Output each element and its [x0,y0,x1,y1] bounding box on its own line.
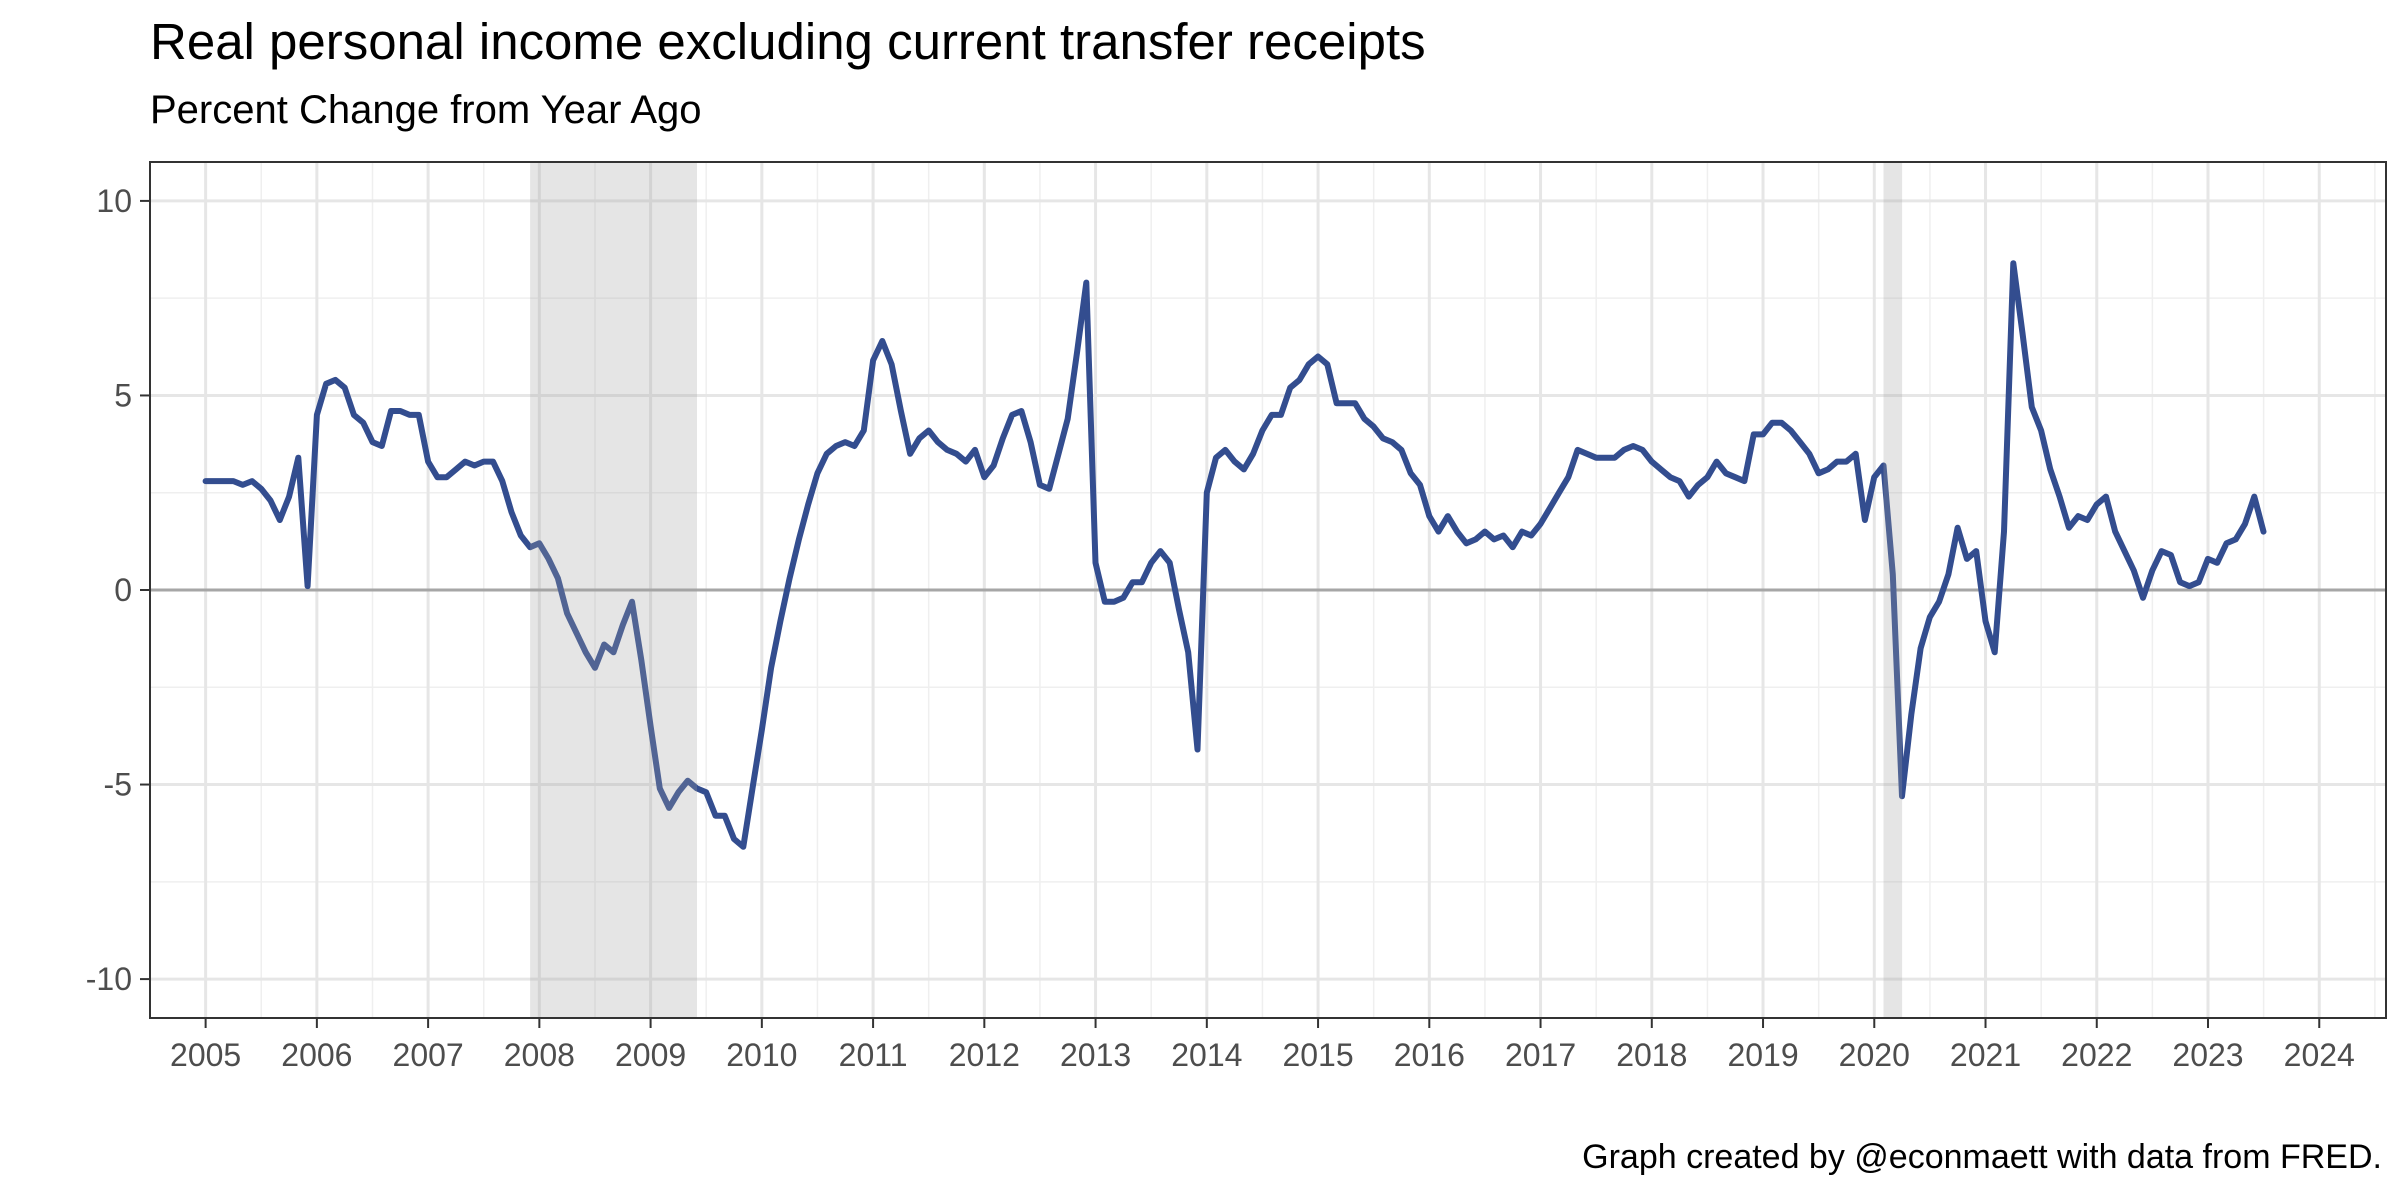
y-tick-label: 5 [114,377,132,413]
x-tick-label: 2008 [504,1037,575,1073]
y-tick-label: -5 [104,767,132,803]
x-tick-label: 2007 [393,1037,464,1073]
x-tick-label: 2018 [1616,1037,1687,1073]
x-tick-label: 2010 [726,1037,797,1073]
y-tick-label: 10 [96,183,132,219]
x-tick-label: 2022 [2061,1037,2132,1073]
y-tick-label: -10 [86,961,132,997]
x-tick-label: 2012 [949,1037,1020,1073]
x-tick-label: 2015 [1282,1037,1353,1073]
x-tick-label: 2023 [2172,1037,2243,1073]
x-tick-label: 2011 [839,1037,908,1073]
chart-title: Real personal income excluding current t… [150,13,1426,70]
series-layer [202,260,2267,850]
x-tick-label: 2024 [2284,1037,2355,1073]
x-tick-label: 2021 [1950,1037,2021,1073]
x-tick-label: 2020 [1839,1037,1910,1073]
x-tick-label: 2017 [1505,1037,1576,1073]
x-tick-label: 2019 [1727,1037,1798,1073]
x-tick-label: 2005 [170,1037,241,1073]
x-tick-label: 2013 [1060,1037,1131,1073]
recession-band [530,162,697,1018]
series-line [202,260,2267,850]
x-tick-label: 2009 [615,1037,686,1073]
axis-layer: 2005 2006 2007 2008 2009 2010 2011 2012 2013 2014… [86,183,2355,1073]
y-tick-label: 0 [114,572,132,608]
x-tick-label: 2016 [1394,1037,1465,1073]
x-tick-label: 2014 [1171,1037,1242,1073]
chart-caption: Graph created by @econmaett with data fr… [1582,1138,2382,1176]
chart-subtitle: Percent Change from Year Ago [150,88,702,132]
recession-band [1883,162,1903,1018]
x-tick-label: 2006 [281,1037,352,1073]
